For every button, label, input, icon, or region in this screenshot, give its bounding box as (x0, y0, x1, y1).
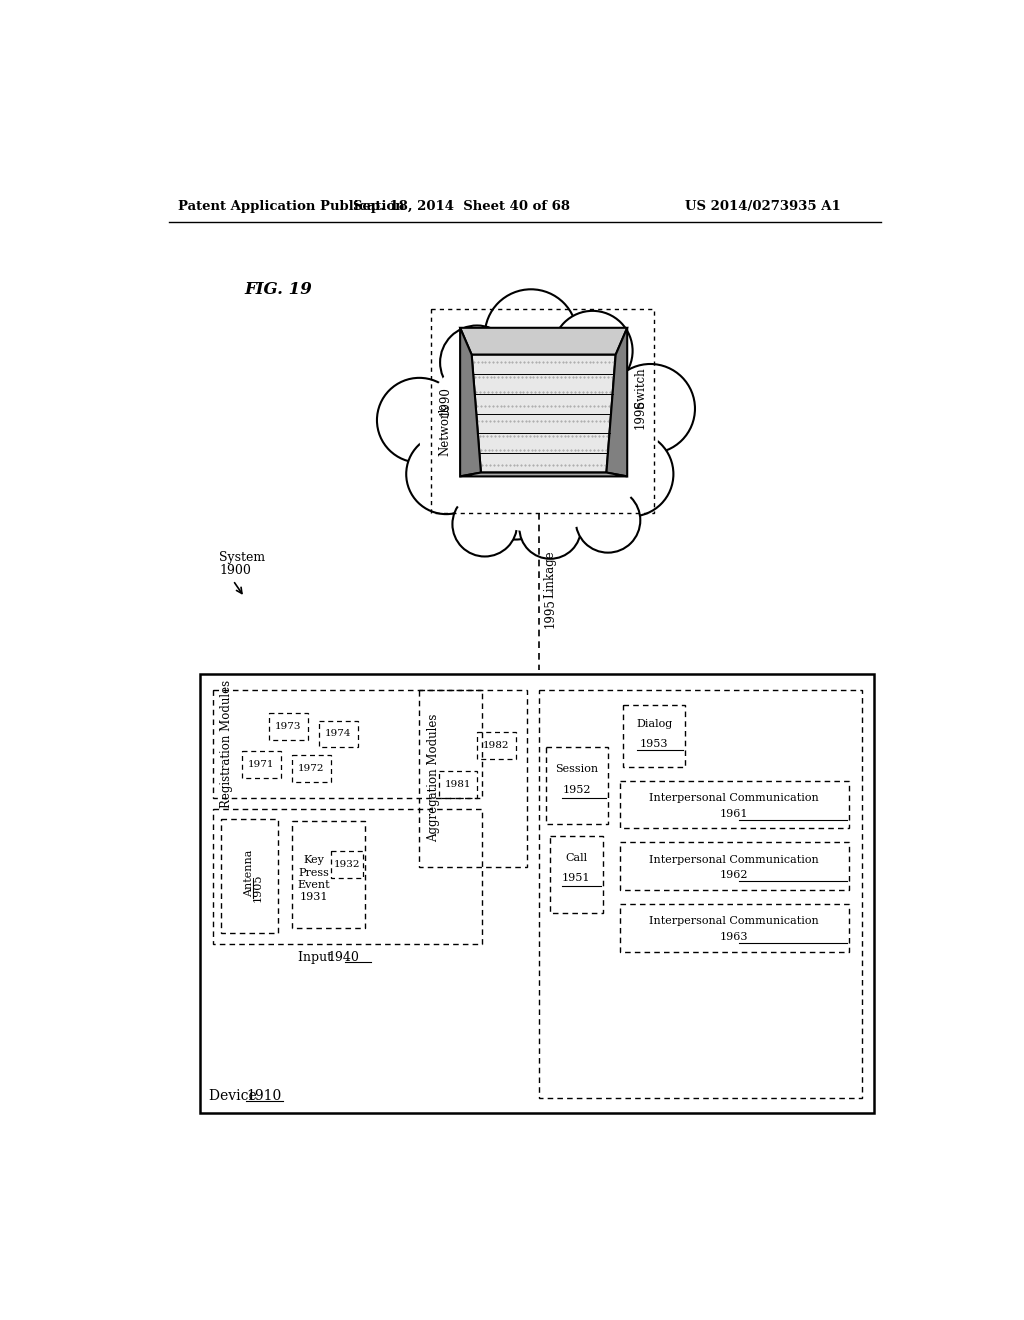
Bar (547, 747, 608, 825)
Bar (243, 751, 281, 779)
Ellipse shape (392, 317, 685, 554)
Text: 1961: 1961 (720, 809, 749, 818)
Text: Interpersonal Communication: Interpersonal Communication (649, 793, 819, 804)
Text: 1981: 1981 (444, 780, 471, 788)
Text: 1932: 1932 (334, 861, 360, 870)
Bar (550, 836, 602, 913)
Text: System: System (219, 550, 265, 564)
Circle shape (553, 312, 633, 391)
Text: Session: Session (556, 764, 599, 774)
Text: 1952: 1952 (563, 785, 592, 795)
Text: Aggregation Modules: Aggregation Modules (427, 714, 439, 842)
Polygon shape (472, 355, 615, 473)
Text: 1974: 1974 (326, 730, 351, 738)
Text: Dialog: Dialog (636, 719, 673, 730)
Circle shape (377, 378, 462, 462)
Bar (431, 309, 654, 512)
Text: 1951: 1951 (562, 874, 591, 883)
Text: 1900: 1900 (219, 564, 251, 577)
Bar (319, 721, 357, 747)
Bar (220, 818, 279, 933)
Circle shape (473, 455, 558, 540)
Bar (213, 689, 482, 797)
Bar (200, 675, 873, 1113)
Text: 1963: 1963 (720, 932, 749, 942)
Bar (292, 755, 331, 781)
Text: 1953: 1953 (640, 739, 669, 748)
Bar (624, 705, 685, 767)
Bar (620, 904, 849, 952)
Text: Network: Network (438, 404, 452, 455)
Bar (620, 780, 849, 829)
Text: 1996: 1996 (634, 400, 647, 429)
Polygon shape (460, 473, 628, 477)
Text: Sep. 18, 2014  Sheet 40 of 68: Sep. 18, 2014 Sheet 40 of 68 (353, 199, 570, 213)
Circle shape (575, 488, 640, 553)
Circle shape (605, 364, 695, 453)
Bar (620, 842, 849, 890)
Polygon shape (606, 327, 628, 477)
Circle shape (453, 492, 517, 557)
Bar (213, 809, 482, 944)
Text: 1940: 1940 (328, 952, 359, 964)
Bar (477, 733, 515, 759)
Text: 1995: 1995 (544, 598, 557, 627)
Text: 1973: 1973 (275, 722, 302, 731)
Text: US 2014/0273935 A1: US 2014/0273935 A1 (685, 199, 841, 213)
Circle shape (519, 498, 581, 558)
Text: Antenna: Antenna (245, 842, 255, 898)
Bar (292, 821, 366, 928)
Text: Input: Input (298, 952, 340, 964)
Text: 1982: 1982 (483, 741, 510, 750)
Text: Device: Device (209, 1089, 265, 1104)
Bar (331, 851, 364, 878)
Polygon shape (460, 327, 628, 355)
Bar (269, 713, 307, 739)
Text: 1905: 1905 (252, 874, 262, 902)
Polygon shape (460, 327, 481, 477)
Text: Key
Press
Event
1931: Key Press Event 1931 (298, 855, 330, 903)
Text: Patent Application Publication: Patent Application Publication (178, 199, 406, 213)
Text: 1962: 1962 (720, 870, 749, 880)
Text: 1990: 1990 (438, 387, 452, 416)
Text: 1972: 1972 (298, 764, 325, 774)
Text: Registration Modules: Registration Modules (220, 680, 233, 808)
Text: Linkage: Linkage (544, 550, 557, 598)
Circle shape (589, 432, 674, 516)
Text: 1971: 1971 (248, 760, 274, 770)
Text: Interpersonal Communication: Interpersonal Communication (649, 916, 819, 927)
Circle shape (407, 434, 486, 515)
Ellipse shape (419, 339, 658, 532)
Text: FIG. 19: FIG. 19 (245, 281, 312, 298)
Circle shape (440, 326, 514, 400)
Text: Interpersonal Communication: Interpersonal Communication (649, 855, 819, 865)
Bar (419, 689, 527, 867)
Bar (539, 689, 862, 1098)
Bar (438, 771, 477, 797)
Text: Switch: Switch (634, 367, 647, 408)
Circle shape (484, 289, 578, 381)
Circle shape (534, 453, 613, 533)
Text: 1910: 1910 (246, 1089, 282, 1104)
Text: Call: Call (565, 853, 588, 862)
